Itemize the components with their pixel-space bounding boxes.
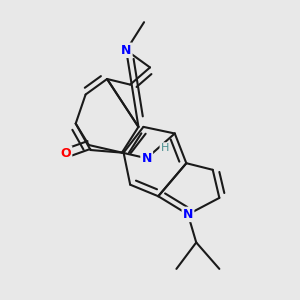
Text: H: H — [161, 143, 169, 153]
Text: N: N — [121, 44, 131, 57]
Text: N: N — [183, 208, 193, 221]
Text: N: N — [142, 152, 152, 165]
Text: O: O — [61, 147, 71, 160]
